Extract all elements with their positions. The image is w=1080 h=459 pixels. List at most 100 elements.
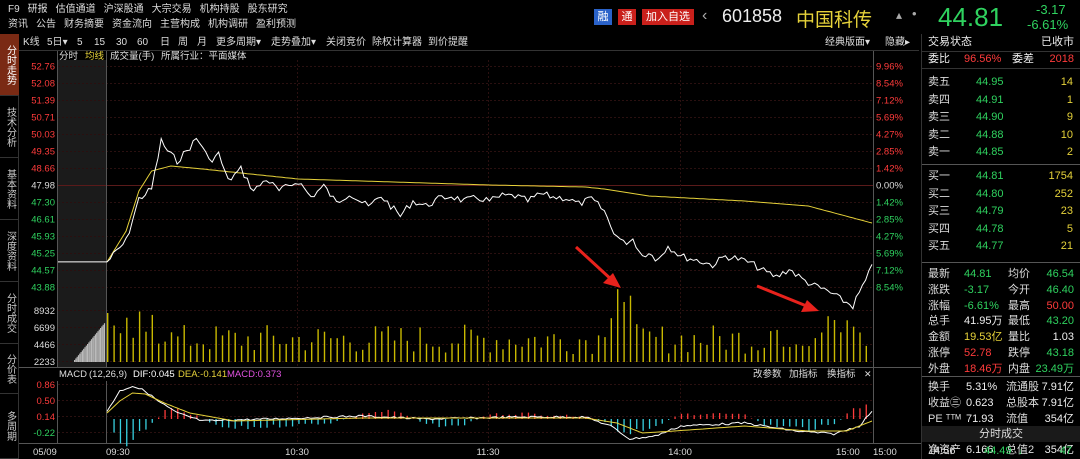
auction-volume-bar: [81, 350, 83, 362]
tong-badge[interactable]: 通: [618, 9, 636, 25]
price-alert-button[interactable]: 到价提醒: [428, 37, 468, 48]
switch-indicator-button[interactable]: 换指标: [827, 368, 856, 380]
period-30-button[interactable]: 30: [116, 37, 128, 48]
book-label: 买二: [928, 187, 950, 200]
tick-trades-header[interactable]: 分时成交: [922, 426, 1080, 442]
menu-inst-holdings[interactable]: 机构持股: [199, 4, 240, 15]
macd-bar: [272, 419, 275, 425]
volume-bar: [674, 344, 676, 362]
menu-block-trade[interactable]: 大宗交易: [151, 4, 192, 15]
add-watchlist-button[interactable]: 加入自选: [642, 9, 694, 25]
macd-bar: [464, 419, 466, 426]
overlay-select[interactable]: 走势叠加▾: [271, 37, 317, 48]
volume-bar: [107, 313, 109, 362]
volume-bar: [833, 320, 836, 362]
day-button[interactable]: 日: [160, 37, 170, 48]
intraday-chart[interactable]: 分时 均线 成交量(手) 所属行业：平面媒体 52.76 52.08 51.39 50…: [19, 51, 921, 459]
time-axis: 05/09 09:30 10:30 11:30 14:00 15:00 15:00: [33, 447, 897, 458]
menu-hk-connect[interactable]: 沪深股通: [103, 4, 144, 15]
tab-basic-info[interactable]: 基本资料: [0, 158, 19, 220]
menu-news[interactable]: 资讯: [8, 19, 28, 30]
chevron-down-icon: ▾: [62, 37, 68, 48]
macd-bar: [209, 419, 211, 423]
price-axis-left: 52.76 52.08 51.39 50.71 50.03 49.35 48.66 47.98…: [31, 62, 55, 294]
tab-deep-info[interactable]: 深度资料: [0, 220, 19, 282]
tab-price-table[interactable]: 分价表: [0, 344, 19, 394]
time-tick-label: 05/09: [33, 447, 57, 458]
period-select[interactable]: 5日▾: [47, 37, 68, 48]
volume-bar: [304, 350, 306, 362]
fund-label: 换手: [928, 381, 950, 393]
menu-f9[interactable]: F9: [8, 4, 20, 15]
pct-tick-label: 8.54%: [876, 79, 903, 90]
menu-valuation[interactable]: 估值通道: [55, 4, 96, 15]
menu-research[interactable]: 研报: [27, 4, 48, 15]
book-price: 44.91: [976, 93, 1004, 106]
menu-forecast[interactable]: 盈利预测: [256, 19, 296, 30]
change-params-button[interactable]: 改参数: [753, 368, 782, 380]
macd-params[interactable]: (12,26,9): [89, 369, 127, 380]
volume-bar: [527, 338, 530, 362]
stat-label: 最高: [1008, 299, 1030, 312]
volume-bar: [782, 346, 785, 362]
macd-bar: [712, 413, 714, 419]
tab-tick-trades[interactable]: 分时成交: [0, 282, 19, 344]
month-button[interactable]: 月: [197, 37, 207, 48]
menu-inst-survey[interactable]: 机构调研: [208, 19, 248, 30]
book-volume: 14: [1060, 76, 1073, 88]
tab-multi-period[interactable]: 多周期: [0, 394, 19, 459]
macd-bar: [648, 419, 651, 429]
period-15-button[interactable]: 15: [94, 37, 106, 48]
volume-unit-label: 成交量(手): [110, 51, 154, 62]
rong-badge[interactable]: 融: [594, 9, 612, 25]
macd-bar: [317, 419, 319, 425]
week-button[interactable]: 周: [178, 37, 188, 48]
pct-tick-label: 4.27%: [876, 130, 903, 141]
chevron-down-icon: ▾: [311, 37, 317, 48]
alert-bell-icon[interactable]: ▴: [896, 8, 903, 22]
book-price: 44.77: [976, 240, 1004, 252]
kline-button[interactable]: K线: [23, 37, 40, 48]
top-menu: F9 研报 估值通道 沪深股通 大宗交易 机构持股 股东研究 资讯 公告 财务摘要 资金流向 主营构…: [0, 0, 580, 32]
price-grid: [58, 66, 873, 433]
menu-finance[interactable]: 财务摘要: [64, 19, 104, 30]
tab-technical[interactable]: 技术分析: [0, 96, 19, 158]
macd-bar: [126, 419, 128, 447]
macd-bar: [738, 413, 740, 419]
close-icon[interactable]: ✕: [864, 369, 872, 379]
hide-panel-button[interactable]: 隐藏▸: [885, 37, 911, 48]
auction-volume-bar: [103, 323, 106, 362]
volume-bar: [209, 349, 211, 362]
stat-value: 46.40: [1046, 283, 1074, 296]
tab-fenshi[interactable]: 分时走势: [0, 34, 19, 96]
period-5-button[interactable]: 5: [77, 37, 83, 48]
macd-bar: [253, 419, 255, 427]
volume-bar: [585, 340, 587, 362]
more-period-select[interactable]: 更多周期▾: [216, 37, 262, 48]
volume-bars: [74, 289, 867, 362]
macd-bar: [145, 419, 147, 430]
menu-business[interactable]: 主营构成: [160, 19, 200, 30]
menu-fund-flow[interactable]: 资金流向: [112, 19, 152, 30]
menu-shareholder[interactable]: 股东研究: [247, 4, 288, 15]
macd-bar: [158, 417, 160, 419]
weight-calc-button[interactable]: 除权计算器: [372, 37, 422, 48]
menu-announce[interactable]: 公告: [36, 19, 56, 30]
volume-bar: [240, 345, 243, 362]
right-panel: 交易状态 已收市 委比 96.56% 委差 2018 卖五 44.95 14 卖四 44…: [921, 34, 1080, 459]
prev-stock-icon[interactable]: ‹: [702, 7, 708, 24]
stat-value: 52.78: [964, 347, 992, 359]
close-auction-button[interactable]: 关闭竞价: [326, 37, 366, 48]
volume-bar: [336, 338, 338, 362]
macd-bar: [164, 410, 166, 419]
add-indicator-button[interactable]: 加指标: [789, 368, 818, 380]
fund-label: 收益㊂: [928, 396, 961, 409]
stat-label: 均价: [1008, 268, 1030, 280]
volume-bar: [712, 325, 714, 362]
settings-dot-icon[interactable]: •: [912, 6, 917, 21]
layout-select[interactable]: 经典版面▾: [825, 37, 871, 48]
stat-label: 量比: [1008, 331, 1030, 344]
stat-label: 今开: [1008, 283, 1030, 296]
volume-bar: [189, 345, 192, 362]
period-60-button[interactable]: 60: [137, 37, 149, 48]
